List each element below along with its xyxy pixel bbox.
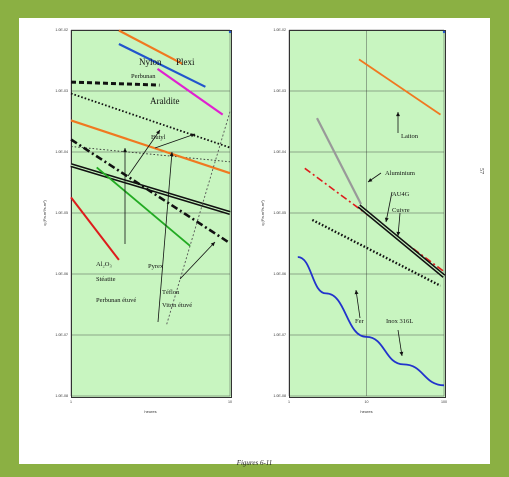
- series-fluorocarbon: [70, 119, 231, 175]
- series-plexi: [118, 43, 206, 88]
- annotation-label: Perbunan étuvé: [96, 297, 136, 304]
- annotation-arrow-line: [157, 151, 173, 323]
- annotation-arrow-head: [384, 217, 389, 222]
- series-nylon: [118, 29, 183, 65]
- annotation-arrow-head: [399, 351, 404, 356]
- x-tick-label: 1: [288, 400, 290, 404]
- annotation-arrow-head: [190, 133, 195, 138]
- y-tick-label: 1.0E-03: [55, 89, 68, 93]
- annotation-label: Inox 316L: [386, 318, 413, 325]
- x-axis-label: heures: [360, 409, 372, 414]
- annotation-label: Laiton: [401, 133, 419, 140]
- series-butyl-2: [70, 146, 231, 163]
- annotation-arrow-head: [396, 112, 400, 117]
- x-axis-label: heures: [144, 409, 156, 414]
- series-perbunan-tuv: [166, 111, 231, 325]
- annotation-label: AU4G: [392, 191, 410, 198]
- y-tick-label: 1.0E-04: [273, 150, 286, 154]
- series-araldite: [156, 67, 224, 116]
- x-tick-label: 100: [441, 400, 447, 404]
- annotation-arrow-head: [123, 148, 127, 153]
- series-pyrex: [96, 166, 191, 247]
- annotation-arrow-head: [210, 242, 215, 247]
- annotation-arrow-head: [368, 178, 373, 182]
- annotation-label: Perbunan: [131, 73, 156, 80]
- y-tick-label: 1.0E-02: [55, 28, 68, 32]
- series-viton-tuv: [70, 138, 231, 245]
- annotation-label: Butyl: [151, 134, 166, 141]
- annotation-arrow-head: [156, 130, 160, 135]
- x-tick-label: 1: [70, 400, 72, 404]
- y-tick-label: 1.0E-07: [55, 333, 68, 337]
- annotation-label: Fer: [355, 318, 365, 325]
- annotation-arrow-line: [179, 241, 216, 280]
- series-cuivre-inner: [358, 205, 445, 277]
- corner-marker: [228, 30, 232, 34]
- series-aluminium: [316, 117, 362, 205]
- annotation-label: Stéatite: [96, 276, 116, 283]
- y-tick-label: 1.0E-06: [273, 272, 286, 276]
- annotation-label: Viton étuvé: [162, 302, 192, 309]
- annotation-label: Nylon: [139, 57, 162, 67]
- annotation-label: Téflon: [162, 289, 180, 296]
- annotation-arrow-head: [396, 231, 401, 236]
- y-tick-label: 1.0E-05: [273, 211, 286, 215]
- y-tick-label: 1.0E-03: [273, 89, 286, 93]
- y-tick-label: 1.0E-02: [273, 28, 286, 32]
- annotation-arrow-line: [355, 289, 361, 319]
- y-axis-label: q (Pa.m³/s.m²): [42, 200, 47, 226]
- figure-caption: Figures 6-11: [236, 459, 273, 467]
- annotation-arrow-line: [127, 129, 161, 177]
- y-tick-label: 1.0E-06: [55, 272, 68, 276]
- annotation-label: Pyrex: [148, 263, 164, 270]
- series-perbunan: [70, 80, 160, 87]
- y-tick-label: 1.0E-08: [55, 394, 68, 398]
- annotation-label: Aluminium: [385, 170, 415, 177]
- y-axis-label: q (Pa.m³/s.m²): [260, 200, 265, 226]
- page-number: 57: [478, 168, 484, 174]
- y-tick-label: 1.0E-07: [273, 333, 286, 337]
- annotation-label: Cuivre: [392, 207, 410, 214]
- annotation-label: Araldite: [150, 96, 180, 106]
- annotation-label: Plexi: [176, 57, 195, 67]
- corner-marker: [442, 30, 446, 34]
- annotation-arrow-head: [169, 152, 174, 157]
- series-teflon-inner: [70, 164, 231, 214]
- series-al2o3: [70, 196, 120, 261]
- series-laiton: [358, 58, 442, 116]
- y-tick-label: 1.0E-08: [273, 394, 286, 398]
- series-fer: [311, 218, 442, 287]
- annotation-arrow-line: [397, 329, 403, 357]
- x-tick-label: 10: [365, 400, 369, 404]
- series-butyl: [70, 92, 231, 149]
- y-tick-label: 1.0E-04: [55, 150, 68, 154]
- annotation-arrow-line: [385, 191, 393, 223]
- annotation-arrow-head: [354, 290, 359, 295]
- x-tick-label: 10: [228, 400, 232, 404]
- y-tick-label: 1.0E-05: [55, 211, 68, 215]
- annotation-label: Al₂O₃: [96, 261, 112, 268]
- annotation-arrow-line: [154, 133, 196, 149]
- series-inox-316l: [297, 256, 445, 387]
